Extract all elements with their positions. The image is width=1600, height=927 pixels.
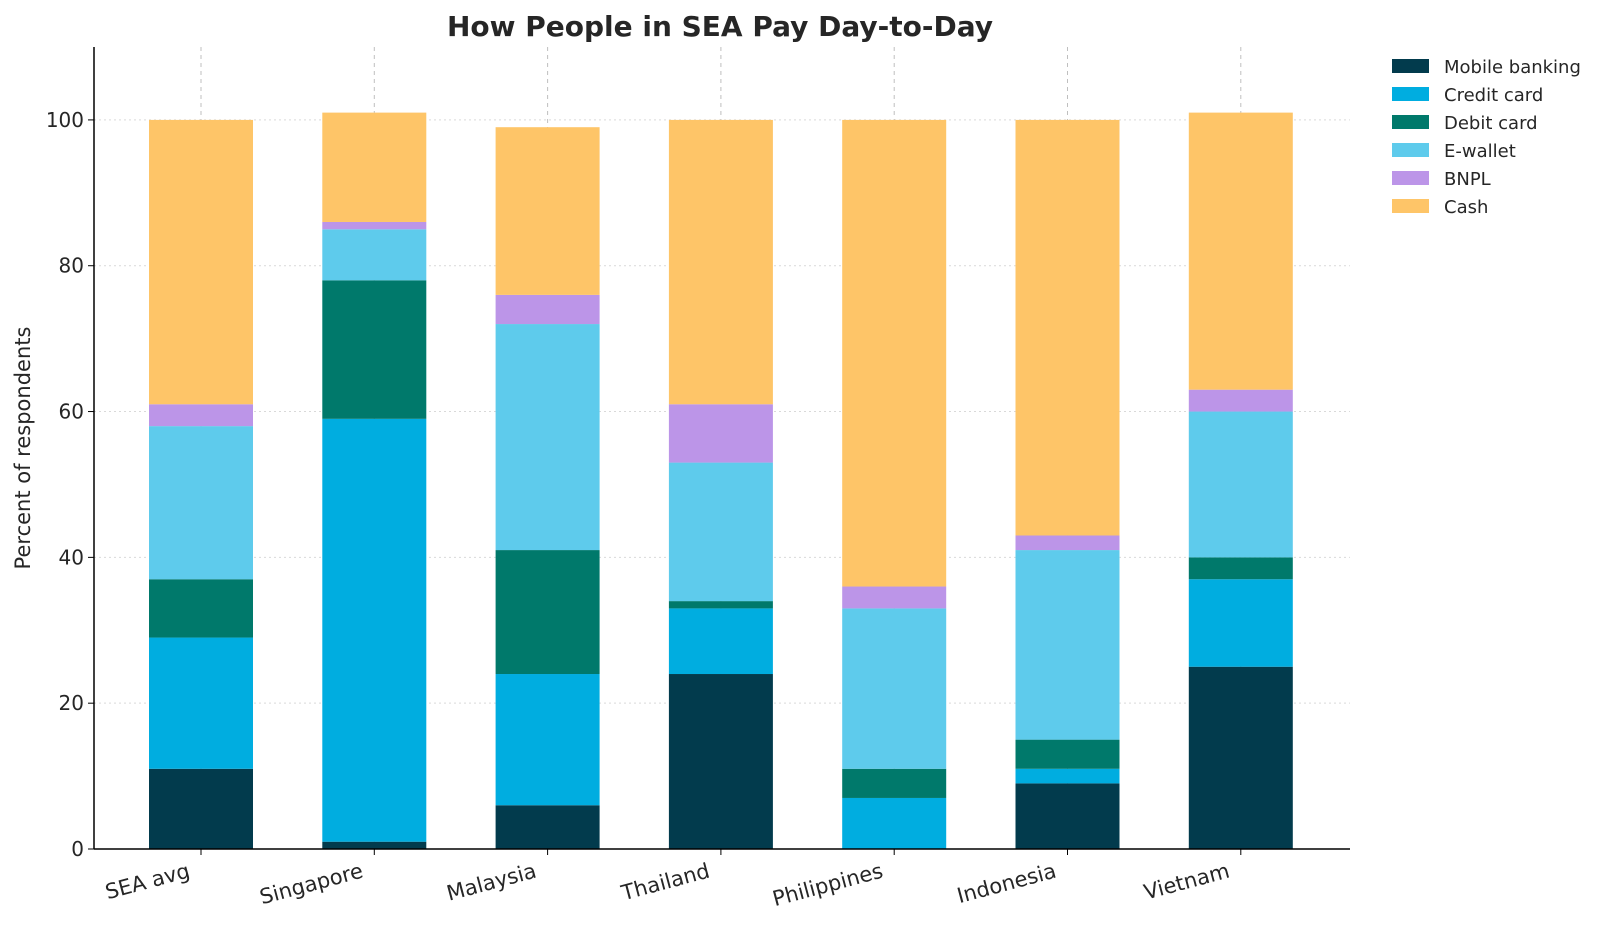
legend-swatch-credit-card bbox=[1392, 87, 1429, 101]
bar-segment-sea-avg-cash bbox=[149, 119, 253, 405]
bar-segment-philippines-credit-card bbox=[842, 797, 947, 849]
y-tick-label: 40 bbox=[59, 545, 84, 569]
bar-segment-thailand-credit-card bbox=[668, 608, 773, 675]
axes bbox=[93, 47, 1350, 850]
bar-segment-vietnam-credit-card bbox=[1188, 579, 1293, 667]
bar-segment-indonesia-debit-card bbox=[1015, 739, 1120, 769]
bar-segment-thailand-bnpl bbox=[668, 404, 773, 463]
legend-swatch-mobile-banking bbox=[1392, 59, 1429, 73]
x-tick-label-singapore: Singapore bbox=[257, 859, 366, 910]
bar-segment-singapore-cash bbox=[322, 112, 427, 222]
bar-segment-philippines-debit-card bbox=[842, 768, 947, 798]
bar-segment-malaysia-debit-card bbox=[495, 550, 600, 675]
x-tick-label-malaysia: Malaysia bbox=[444, 859, 539, 906]
y-tick-label: 0 bbox=[71, 837, 84, 861]
bar-segment-malaysia-e-wallet bbox=[495, 324, 600, 551]
bar-segment-philippines-cash bbox=[842, 119, 947, 587]
legend: Mobile banking Credit card Debit card E-wal… bbox=[1392, 57, 1581, 218]
x-tick-label-vietnam: Vietnam bbox=[1141, 859, 1232, 905]
bar-segment-vietnam-e-wallet bbox=[1188, 411, 1293, 558]
bar-segment-indonesia-cash bbox=[1015, 119, 1120, 536]
y-tick-label: 20 bbox=[59, 691, 84, 715]
bar-segment-indonesia-credit-card bbox=[1015, 768, 1120, 784]
x-tick-label-philippines: Philippines bbox=[770, 859, 886, 911]
x-ticks: SEA avg Singapore Malaysia Thailand Philippi… bbox=[103, 849, 1242, 911]
y-tick-label: 60 bbox=[59, 400, 84, 424]
legend-swatch-cash bbox=[1392, 199, 1429, 213]
chart-title: How People in SEA Pay Day-to-Day bbox=[447, 10, 993, 43]
bar-segment-thailand-cash bbox=[668, 119, 773, 405]
bar-segment-sea-avg-bnpl bbox=[149, 404, 253, 427]
bar-segment-thailand-e-wallet bbox=[668, 462, 773, 602]
bar-segment-singapore-debit-card bbox=[322, 280, 427, 419]
bar-segment-vietnam-cash bbox=[1188, 112, 1293, 390]
bar-segment-malaysia-cash bbox=[495, 127, 600, 295]
y-tick-label: 100 bbox=[46, 108, 84, 132]
bar-segment-malaysia-bnpl bbox=[495, 294, 600, 325]
bar-segment-sea-avg-debit-card bbox=[149, 579, 253, 638]
x-tick-label-thailand: Thailand bbox=[618, 859, 712, 906]
legend-label-debit-card: Debit card bbox=[1444, 113, 1538, 134]
bar-segment-indonesia-mobile-banking bbox=[1015, 783, 1120, 849]
bar-segment-philippines-bnpl bbox=[842, 586, 947, 609]
bar-segment-singapore-bnpl bbox=[322, 221, 427, 230]
bar-segment-indonesia-bnpl bbox=[1015, 535, 1120, 551]
legend-swatch-e-wallet bbox=[1392, 143, 1429, 157]
legend-label-credit-card: Credit card bbox=[1444, 85, 1543, 106]
bar-segment-vietnam-mobile-banking bbox=[1188, 666, 1293, 849]
bars bbox=[149, 112, 1293, 849]
legend-label-mobile-banking: Mobile banking bbox=[1444, 57, 1581, 78]
y-axis-label: Percent of respondents bbox=[11, 327, 35, 570]
bar-segment-thailand-mobile-banking bbox=[668, 674, 773, 849]
legend-label-cash: Cash bbox=[1444, 197, 1488, 218]
bar-segment-thailand-debit-card bbox=[668, 601, 773, 609]
bar-segment-malaysia-mobile-banking bbox=[495, 805, 600, 849]
bar-segment-philippines-e-wallet bbox=[842, 608, 947, 769]
bar-segment-singapore-e-wallet bbox=[322, 229, 427, 281]
bar-segment-sea-avg-mobile-banking bbox=[149, 768, 253, 849]
x-tick-label-sea-avg: SEA avg bbox=[103, 859, 193, 905]
bar-segment-sea-avg-credit-card bbox=[149, 637, 253, 769]
y-ticks: 0 20 40 60 80 100 bbox=[46, 108, 94, 861]
legend-swatch-bnpl bbox=[1392, 171, 1429, 185]
bar-segment-vietnam-bnpl bbox=[1188, 389, 1293, 412]
legend-label-e-wallet: E-wallet bbox=[1444, 141, 1516, 162]
bar-segment-singapore-mobile-banking bbox=[322, 841, 427, 849]
bar-segment-vietnam-debit-card bbox=[1188, 557, 1293, 580]
legend-swatch-debit-card bbox=[1392, 115, 1429, 129]
x-tick-label-indonesia: Indonesia bbox=[954, 859, 1058, 908]
bar-segment-malaysia-credit-card bbox=[495, 674, 600, 806]
bar-segment-singapore-credit-card bbox=[322, 418, 427, 842]
bar-segment-sea-avg-e-wallet bbox=[149, 426, 253, 580]
legend-label-bnpl: BNPL bbox=[1444, 169, 1491, 190]
bar-segment-indonesia-e-wallet bbox=[1015, 550, 1120, 740]
y-tick-label: 80 bbox=[59, 254, 84, 278]
